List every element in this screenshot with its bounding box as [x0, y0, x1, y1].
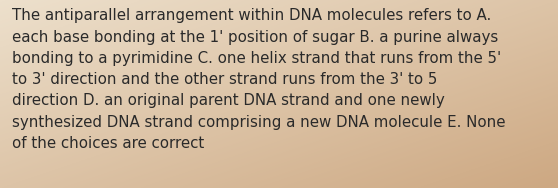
- Text: The antiparallel arrangement within DNA molecules refers to A.
each base bonding: The antiparallel arrangement within DNA …: [12, 8, 506, 151]
